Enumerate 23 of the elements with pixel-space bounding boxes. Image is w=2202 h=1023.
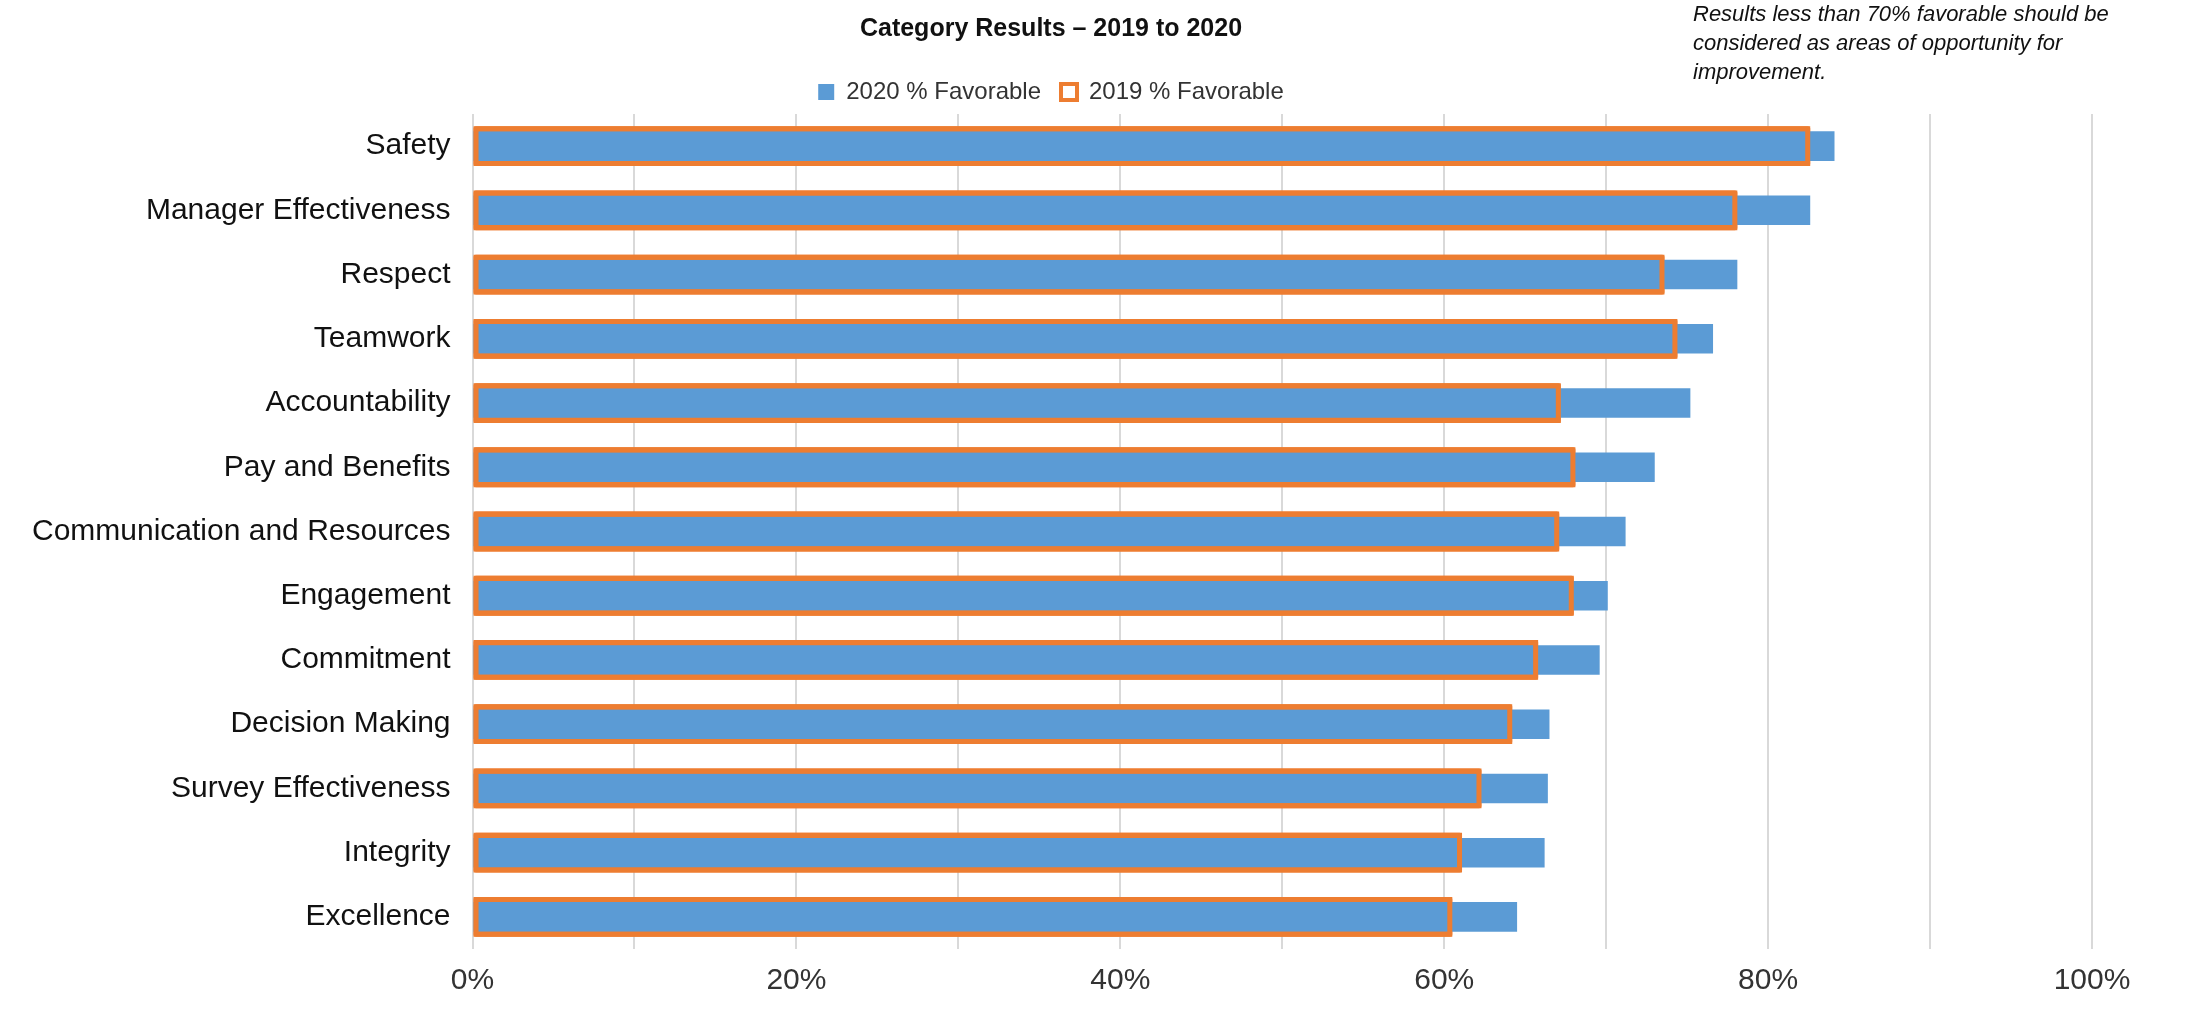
- y-tick-label: Survey Effectiveness: [170, 769, 451, 803]
- y-tick-label: Accountability: [265, 384, 451, 418]
- y-tick-label: Decision Making: [230, 705, 451, 739]
- y-tick-label: Safety: [365, 127, 451, 161]
- text: Results less than 70% favorable should be considered as areas of opportunity for improvement.: [1693, 1, 2109, 85]
- y-tick-label: Respect: [340, 255, 452, 289]
- y-tick-label: Engagement: [280, 577, 452, 610]
- chart-title: Category Results – 2019 to 2020: [859, 12, 1243, 41]
- y-tick-label: Excellence: [305, 898, 451, 932]
- x-tick-label: 100%: [2053, 962, 2131, 996]
- y-tick-label: Pay and Benefits: [223, 448, 451, 482]
- legend-label: 2019 % Favorable: [1089, 76, 1284, 104]
- x-tick-label: 20%: [766, 962, 827, 996]
- y-tick-label: Integrity: [343, 833, 451, 867]
- legend-label: 2020 % Favorable: [846, 76, 1042, 104]
- y-tick-label: Commitment: [280, 641, 452, 675]
- x-tick-label: 80%: [1738, 962, 1799, 996]
- x-tick-label: 40%: [1090, 962, 1151, 996]
- x-tick-label: 0%: [450, 962, 495, 996]
- y-tick-label: Teamwork: [313, 320, 452, 354]
- x-tick-label: 60%: [1414, 962, 1475, 996]
- y-tick-label: Communication and Resources: [31, 512, 451, 546]
- y-tick-label: Manager Effectiveness: [145, 191, 451, 225]
